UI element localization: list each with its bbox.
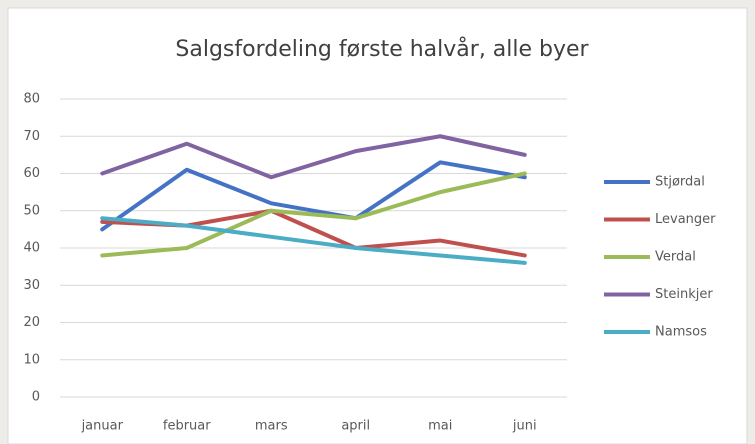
chart-area [7,7,748,444]
y-tick-label: 70 [23,129,40,144]
y-tick-label: 40 [23,241,40,256]
series-line [100,216,527,265]
legend-label: Levanger [655,212,716,227]
x-tick-label: april [341,419,370,434]
y-tick-label: 10 [23,352,40,367]
x-tick-label: juni [512,419,537,434]
series-line [100,160,527,232]
legend-label: Stjørdal [655,175,705,190]
chart-title: Salgsfordeling første halvår, alle byer [175,36,589,62]
x-tick-label: februar [163,419,211,434]
series-line [100,134,527,180]
series-line [100,171,527,258]
y-tick-label: 0 [32,390,40,405]
y-tick-label: 60 [23,166,40,181]
y-tick-label: 30 [23,278,40,293]
x-tick-label: mars [255,419,288,434]
legend-label: Namsos [655,325,707,340]
y-tick-label: 50 [23,203,40,218]
legend-label: Verdal [655,250,696,265]
x-tick-label: mai [428,419,452,434]
legend-label: Steinkjer [655,287,713,302]
y-tick-label: 80 [23,92,40,107]
y-tick-label: 20 [23,315,40,330]
x-tick-label: januar [81,419,124,434]
